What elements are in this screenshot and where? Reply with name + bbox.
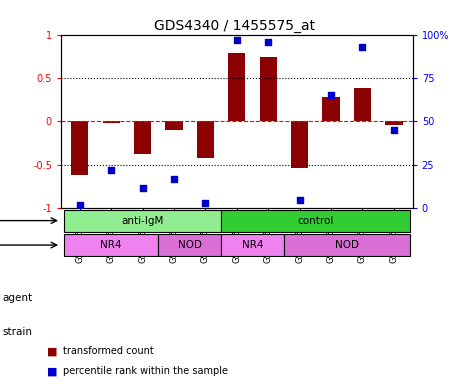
Bar (71, 121, 89, 175)
Point (202, 200, 209, 206)
Bar (228, 53, 245, 121)
Text: ■: ■ (47, 346, 57, 356)
Point (139, 184, 146, 190)
Point (265, 38, 272, 45)
Text: transformed count: transformed count (63, 346, 154, 356)
Bar (322, 97, 340, 121)
Text: anti-IgM: anti-IgM (121, 215, 164, 226)
Text: GDS4340 / 1455575_at: GDS4340 / 1455575_at (154, 19, 315, 33)
Point (233, 37, 241, 43)
FancyBboxPatch shape (284, 234, 409, 256)
Bar (197, 121, 214, 158)
FancyBboxPatch shape (64, 234, 159, 256)
FancyBboxPatch shape (221, 210, 409, 232)
Text: NOD: NOD (178, 240, 202, 250)
Point (296, 197, 303, 203)
Point (170, 176, 178, 182)
Point (107, 167, 115, 173)
Text: ■: ■ (47, 366, 57, 376)
Text: NR4: NR4 (100, 240, 122, 250)
FancyBboxPatch shape (64, 210, 221, 232)
FancyBboxPatch shape (221, 234, 284, 256)
Bar (260, 57, 277, 121)
Point (76, 202, 83, 208)
Text: NR4: NR4 (242, 240, 263, 250)
Text: control: control (297, 215, 333, 226)
Bar (103, 121, 120, 123)
Bar (354, 88, 371, 121)
Bar (291, 121, 308, 169)
Point (359, 44, 366, 50)
Bar (134, 121, 151, 154)
Text: agent: agent (2, 293, 32, 303)
Text: percentile rank within the sample: percentile rank within the sample (63, 366, 228, 376)
Point (327, 92, 335, 98)
Bar (385, 121, 402, 125)
FancyBboxPatch shape (159, 234, 221, 256)
Point (390, 127, 398, 133)
Text: NOD: NOD (335, 240, 359, 250)
Text: strain: strain (2, 327, 32, 337)
Bar (166, 121, 182, 130)
